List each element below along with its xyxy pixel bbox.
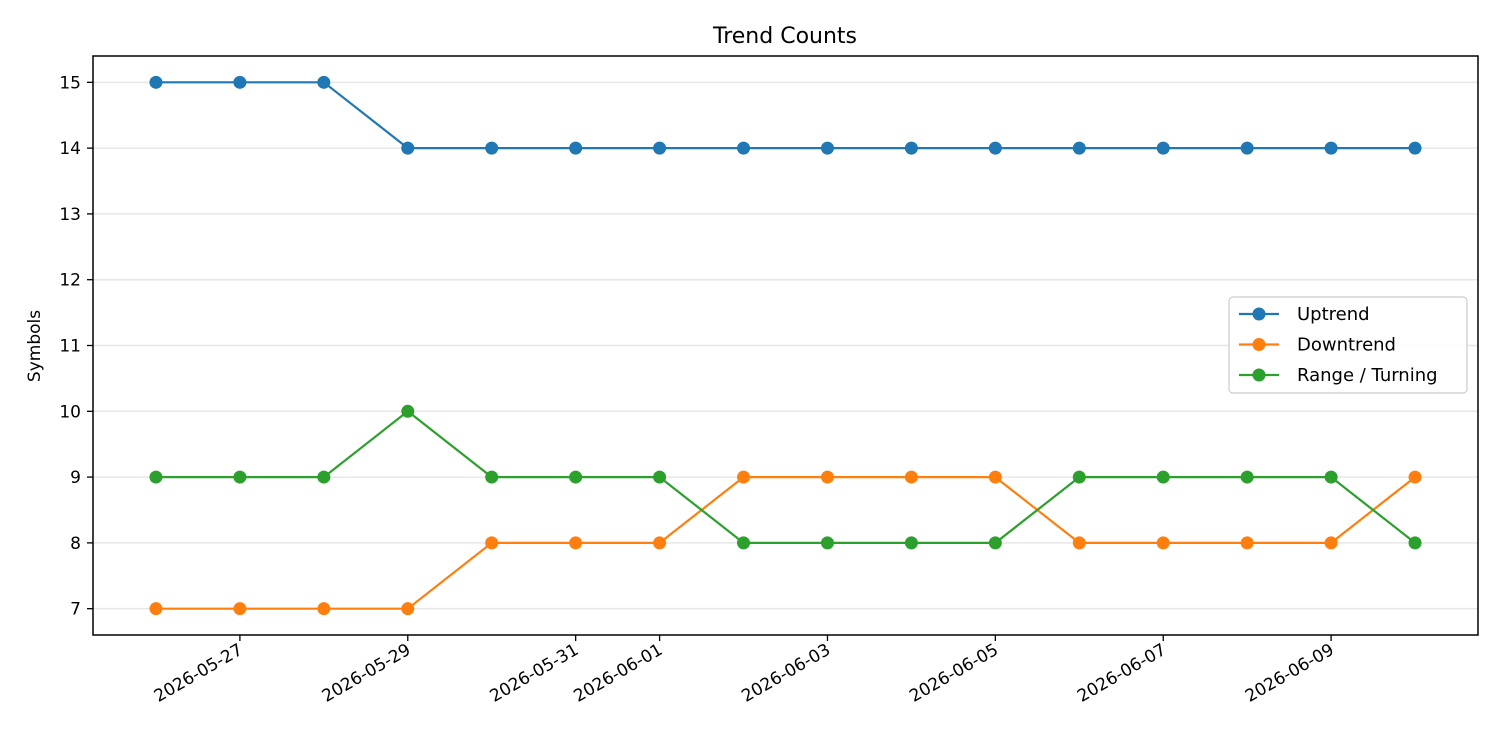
data-point: [653, 536, 667, 550]
data-point: [233, 602, 247, 616]
data-point: [904, 536, 918, 550]
data-point: [569, 141, 583, 155]
data-point: [485, 141, 499, 155]
data-point: [1156, 470, 1170, 484]
data-point: [1156, 141, 1170, 155]
data-point: [988, 470, 1002, 484]
data-point: [1072, 536, 1086, 550]
data-point: [569, 536, 583, 550]
y-tick-label: 14: [59, 139, 81, 159]
legend: Uptrend Downtrend Range / Turning: [1228, 296, 1468, 394]
data-point: [737, 536, 751, 550]
data-point: [1408, 470, 1422, 484]
legend-box: [1228, 296, 1468, 394]
series-line: [155, 81, 1416, 150]
data-point: [737, 470, 751, 484]
y-axis-title: Symbols: [25, 310, 45, 382]
series-layer: [149, 75, 1422, 616]
data-point: [569, 470, 583, 484]
data-point: [317, 602, 331, 616]
y-tick-label: 8: [70, 534, 81, 554]
legend-marker: [1252, 368, 1266, 382]
data-point: [1408, 536, 1422, 550]
series-line: [155, 410, 1416, 544]
data-point: [1240, 470, 1254, 484]
data-point: [1156, 536, 1170, 550]
legend-label: Uptrend: [1297, 304, 1370, 325]
chart-title: Trend Counts: [712, 24, 857, 49]
data-point: [653, 141, 667, 155]
data-point: [820, 536, 834, 550]
data-point: [1240, 141, 1254, 155]
data-point: [1072, 141, 1086, 155]
legend-marker: [1252, 307, 1266, 321]
y-tick-label: 9: [70, 468, 81, 488]
data-point: [1324, 536, 1338, 550]
data-point: [233, 75, 247, 89]
data-point: [988, 141, 1002, 155]
data-point: [737, 141, 751, 155]
series-line: [155, 475, 1416, 610]
data-point: [904, 141, 918, 155]
data-point: [485, 470, 499, 484]
data-point: [1072, 470, 1086, 484]
y-tick-label: 7: [70, 600, 81, 620]
data-point: [149, 75, 163, 89]
data-point: [904, 470, 918, 484]
data-point: [820, 470, 834, 484]
y-tick-label: 15: [59, 73, 81, 93]
y-tick-label: 12: [59, 271, 81, 291]
legend-label: Range / Turning: [1297, 365, 1438, 386]
legend-marker: [1252, 338, 1266, 351]
y-tick-label: 13: [59, 205, 81, 225]
data-point: [401, 602, 415, 616]
data-point: [401, 141, 415, 155]
data-point: [149, 470, 163, 484]
data-point: [317, 75, 331, 89]
data-point: [653, 470, 667, 484]
data-point: [317, 470, 331, 484]
data-point: [401, 404, 415, 418]
data-point: [988, 536, 1002, 550]
data-point: [1408, 141, 1422, 155]
data-point: [1240, 536, 1254, 550]
y-tick-label: 10: [59, 402, 81, 422]
data-point: [485, 536, 499, 550]
data-point: [149, 602, 163, 616]
data-point: [820, 141, 834, 155]
legend-label: Downtrend: [1297, 335, 1396, 356]
y-tick-label: 11: [59, 337, 81, 357]
data-point: [233, 470, 247, 484]
data-point: [1324, 141, 1338, 155]
data-point: [1324, 470, 1338, 484]
